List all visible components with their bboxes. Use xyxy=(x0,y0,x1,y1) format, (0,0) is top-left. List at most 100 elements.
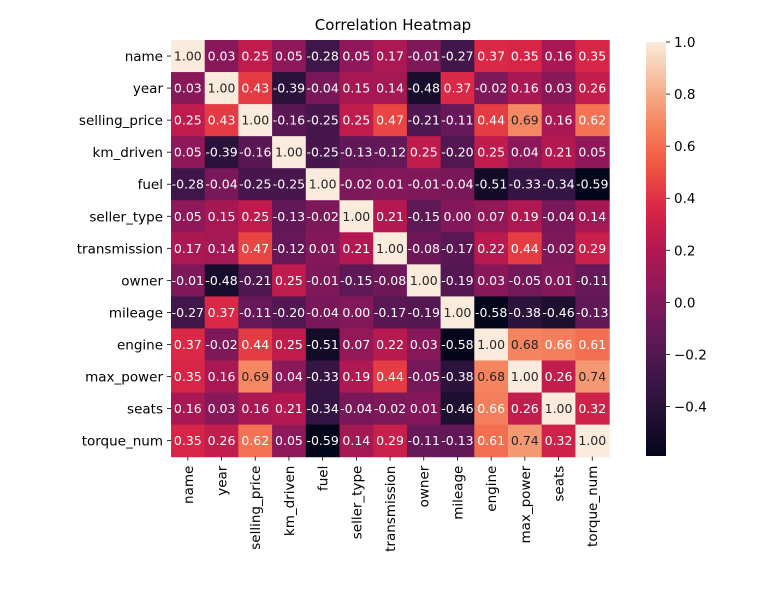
heatmap-cell-seats-torque_num xyxy=(575,392,610,426)
cell-annotation: 0.44 xyxy=(477,113,505,128)
cell-annotation: 0.03 xyxy=(174,81,202,96)
cell-annotation: -0.12 xyxy=(273,241,305,256)
cell-annotation: -0.25 xyxy=(306,145,338,160)
cell-annotation: 1.00 xyxy=(545,401,573,416)
heatmap-cell-km_driven-seats xyxy=(541,136,576,169)
cell-annotation: 0.44 xyxy=(376,369,404,384)
heatmap-cell-selling_price-km_driven xyxy=(272,104,307,137)
heatmap-cell-mileage-mileage xyxy=(440,296,475,330)
cell-annotation: 1.00 xyxy=(309,177,337,192)
heatmap-cell-year-selling_price xyxy=(238,72,273,105)
heatmap-cell-km_driven-torque_num xyxy=(575,136,610,169)
y-tick-label-engine: engine xyxy=(117,337,163,353)
heatmap-cell-max_power-fuel xyxy=(305,360,341,394)
cell-annotation: 0.22 xyxy=(376,337,404,352)
heatmap-cell-engine-torque_num xyxy=(575,328,610,362)
cell-annotation: 0.61 xyxy=(578,337,606,352)
colorbar-tick-label: −0.4 xyxy=(674,400,707,416)
cell-annotation: 1.00 xyxy=(376,241,404,256)
heatmap-cell-max_power-owner xyxy=(406,360,442,394)
heatmap-cell-name-transmission xyxy=(373,40,408,73)
cell-annotation: -0.28 xyxy=(306,49,338,64)
heatmap-cell-selling_price-selling_price xyxy=(238,104,273,137)
colorbar: −0.4 −0.2 0.0 0.2 0.4 0.6 0.8 1.0 xyxy=(646,35,707,456)
y-tick-label-name: name xyxy=(125,49,163,65)
cell-annotation: -0.59 xyxy=(576,177,608,192)
heatmap-cell-max_power-seats xyxy=(541,360,576,394)
heatmap-cell-year-km_driven xyxy=(272,72,307,105)
y-tick-label-seller_type: seller_type xyxy=(89,209,163,225)
cell-annotation: 0.00 xyxy=(444,209,472,224)
heatmap-cell-seller_type-engine xyxy=(474,200,509,233)
heatmap-cell-seller_type-transmission xyxy=(373,200,408,233)
x-tick-label-km_driven: km_driven xyxy=(282,466,298,536)
chart-title: Correlation Heatmap xyxy=(315,16,471,34)
cell-annotation: -0.13 xyxy=(441,433,473,448)
heatmap-cell-name-torque_num xyxy=(575,40,610,73)
heatmap-cell-seats-seats xyxy=(541,392,576,426)
heatmap-cell-name-year xyxy=(204,40,239,73)
cell-annotation: -0.02 xyxy=(306,209,338,224)
heatmap-cell-mileage-fuel xyxy=(305,296,341,330)
cell-annotation: -0.04 xyxy=(205,177,237,192)
cell-annotation: -0.48 xyxy=(408,81,440,96)
heatmap-cell-seller_type-selling_price xyxy=(238,200,273,233)
cell-annotation: 0.44 xyxy=(511,241,539,256)
heatmap-cell-mileage-selling_price xyxy=(238,296,273,330)
cell-annotation: 0.14 xyxy=(578,209,606,224)
cell-annotation: -0.27 xyxy=(441,49,473,64)
heatmap-cell-torque_num-seats xyxy=(541,424,576,458)
cell-annotation: -0.46 xyxy=(542,305,574,320)
cell-annotation: -0.05 xyxy=(408,369,440,384)
heatmap-cell-torque_num-name xyxy=(171,424,206,458)
cell-annotation: 0.19 xyxy=(342,369,370,384)
heatmap-cell-name-engine xyxy=(474,40,509,73)
heatmap-cell-seats-selling_price xyxy=(238,392,273,426)
cell-annotation: -0.28 xyxy=(172,177,204,192)
heatmap-cell-seats-km_driven xyxy=(272,392,307,426)
heatmap-cell-torque_num-year xyxy=(204,424,239,458)
cell-annotation: 0.05 xyxy=(174,209,202,224)
heatmap-cell-mileage-year xyxy=(204,296,239,330)
colorbar-tick-label: 0.0 xyxy=(674,295,695,311)
cell-annotation: 0.25 xyxy=(342,113,370,128)
cell-annotation: -0.48 xyxy=(205,273,237,288)
heatmap-cell-owner-seats xyxy=(541,264,576,297)
heatmap-annotations: 1.00 0.03 0.25 0.05 -0.28 0.05 0.17 -0.01 -0.27 0… xyxy=(172,49,609,449)
cell-annotation: 0.05 xyxy=(578,145,606,160)
heatmap-cell-selling_price-seats xyxy=(541,104,576,137)
cell-annotation: 0.47 xyxy=(241,241,269,256)
cell-annotation: 0.35 xyxy=(511,49,539,64)
cell-annotation: 0.35 xyxy=(578,49,606,64)
heatmap-cell-km_driven-max_power xyxy=(508,136,543,169)
heatmap-cells xyxy=(171,40,610,458)
cell-annotation: 0.69 xyxy=(511,113,539,128)
heatmap-cell-owner-torque_num xyxy=(575,264,610,297)
cell-annotation: 0.66 xyxy=(545,337,573,352)
cell-annotation: 0.25 xyxy=(275,273,303,288)
heatmap-cell-fuel-seats xyxy=(541,168,576,201)
heatmap-cell-seats-max_power xyxy=(508,392,543,426)
colorbar-tick-label: −0.2 xyxy=(674,347,707,363)
cell-annotation: -0.19 xyxy=(441,273,473,288)
cell-annotation: 0.43 xyxy=(208,113,236,128)
cell-annotation: 0.26 xyxy=(578,81,606,96)
cell-annotation: 0.01 xyxy=(410,401,438,416)
heatmap-cell-year-year xyxy=(204,72,239,105)
cell-annotation: 0.25 xyxy=(174,113,202,128)
cell-annotation: -0.38 xyxy=(509,305,541,320)
cell-annotation: 0.61 xyxy=(477,433,505,448)
heatmap-cell-selling_price-engine xyxy=(474,104,509,137)
heatmap-cell-seats-engine xyxy=(474,392,509,426)
cell-annotation: 0.47 xyxy=(376,113,404,128)
cell-annotation: 0.29 xyxy=(578,241,606,256)
cell-annotation: -0.13 xyxy=(273,209,305,224)
cell-annotation: 0.04 xyxy=(275,369,303,384)
heatmap-cell-torque_num-km_driven xyxy=(272,424,307,458)
cell-annotation: 0.25 xyxy=(477,145,505,160)
cell-annotation: -0.58 xyxy=(441,337,473,352)
cell-annotation: 0.03 xyxy=(545,81,573,96)
heatmap-cell-torque_num-seller_type xyxy=(339,424,374,458)
cell-annotation: 0.16 xyxy=(241,401,269,416)
